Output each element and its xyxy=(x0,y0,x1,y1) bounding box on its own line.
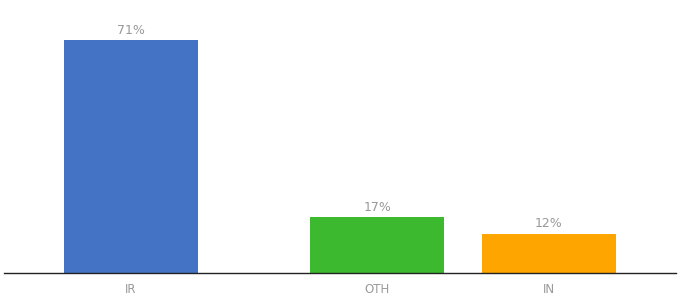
Bar xyxy=(482,234,616,273)
Text: 71%: 71% xyxy=(117,24,145,37)
Text: 17%: 17% xyxy=(363,201,391,214)
Bar xyxy=(64,40,198,273)
Bar xyxy=(310,218,445,273)
Text: 12%: 12% xyxy=(535,218,563,230)
